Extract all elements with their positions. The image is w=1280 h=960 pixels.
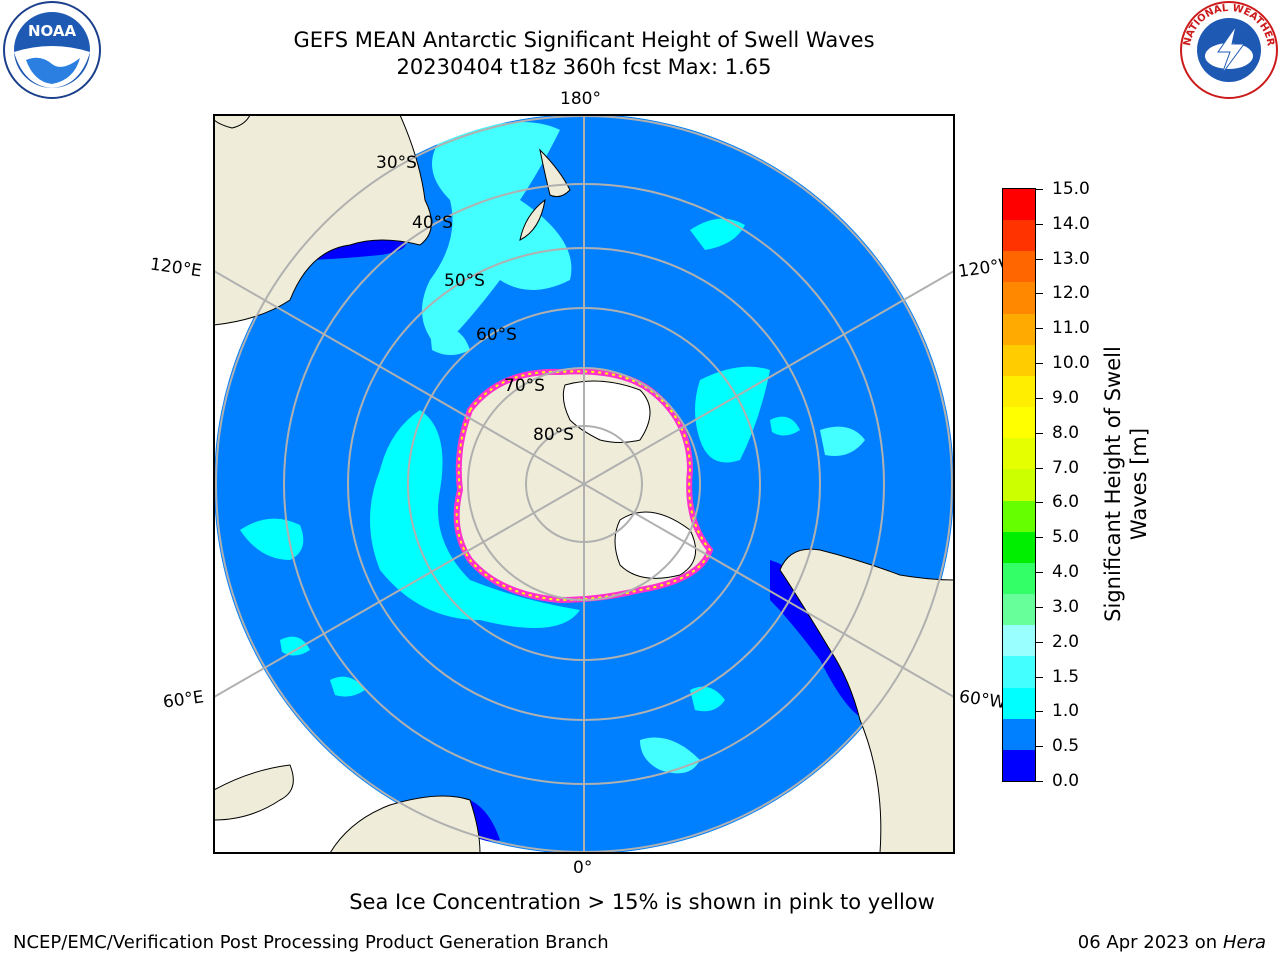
swell-patch — [695, 366, 770, 463]
colorbar-segment — [1003, 687, 1035, 720]
colorbar-tick-label: 2.0 — [1052, 631, 1080, 652]
swell-patch — [690, 686, 725, 712]
swell-patch — [430, 327, 470, 355]
colorbar-tick — [1036, 363, 1043, 365]
colorbar-segment — [1003, 749, 1035, 782]
sea-ice-edge — [453, 368, 714, 604]
colorbar-segment — [1003, 251, 1035, 283]
colorbar-tick-label: 8.0 — [1052, 422, 1080, 443]
land-south-america — [779, 548, 954, 853]
colorbar-segment — [1003, 500, 1035, 533]
swell-patch — [770, 416, 800, 436]
colorbar-tick-label: 15.0 — [1052, 179, 1090, 199]
nws-logo: NATIONAL WEATHER SERVICE — [1178, 0, 1278, 99]
colorbar-segment — [1003, 438, 1035, 470]
colorbar-tick-label: 3.0 — [1052, 596, 1080, 617]
colorbar-segment — [1003, 282, 1035, 315]
colorbar-segment — [1003, 531, 1035, 564]
colorbar-tick — [1036, 537, 1043, 539]
swell-patch — [820, 426, 865, 456]
land-new-zealand — [519, 148, 571, 241]
colorbar-tick — [1036, 676, 1043, 678]
colorbar-tick — [1036, 258, 1043, 260]
colorbar-tick — [1036, 432, 1043, 434]
colorbar-tick — [1036, 293, 1043, 295]
map-frame — [213, 114, 955, 854]
colorbar-tick-label: 6.0 — [1052, 492, 1080, 513]
colorbar-tick-label: 1.0 — [1052, 701, 1080, 722]
footer-credit: NCEP/EMC/Verification Post Processing Pr… — [13, 932, 609, 953]
swell-patch — [422, 122, 572, 350]
colorbar-tick-label: 7.0 — [1052, 457, 1080, 478]
colorbar-segment — [1003, 220, 1035, 252]
colorbar-tick — [1036, 397, 1043, 399]
lat-label-70s: 70°S — [504, 376, 545, 396]
colorbar-tick — [1036, 606, 1043, 608]
colorbar-segment — [1003, 718, 1035, 751]
colorbar-tick-label: 1.5 — [1052, 666, 1080, 687]
colorbar-tick — [1036, 711, 1043, 713]
colorbar — [1002, 188, 1036, 782]
chart-title: GEFS MEAN Antarctic Significant Height o… — [293, 28, 875, 52]
colorbar-tick-label: 9.0 — [1052, 387, 1080, 408]
lat-label-80s: 80°S — [533, 425, 574, 445]
land-tasmania-corner — [214, 115, 251, 129]
colorbar-tick-label: 0.0 — [1052, 771, 1080, 791]
meridian-120e-60w — [214, 270, 954, 698]
colorbar-tick-label: 0.5 — [1052, 736, 1080, 757]
colorbar-tick — [1036, 781, 1043, 782]
colorbar-tick-label: 14.0 — [1052, 213, 1090, 234]
colorbar-tick-label: 11.0 — [1052, 318, 1090, 339]
noaa-logo-text: NOAA — [28, 22, 77, 40]
low-swell-patch — [770, 560, 870, 720]
colorbar-segment — [1003, 375, 1035, 408]
land-africa — [329, 795, 481, 853]
colorbar-segment — [1003, 344, 1035, 377]
colorbar-tick — [1036, 641, 1043, 643]
colorbar-segment — [1003, 656, 1035, 689]
lat-label-40s: 40°S — [412, 213, 453, 233]
colorbar-tick-label: 4.0 — [1052, 562, 1080, 583]
swell-patch — [330, 676, 365, 697]
swell-patch — [280, 636, 310, 656]
colorbar-tick-label: 12.0 — [1052, 283, 1090, 304]
lat-label-60s: 60°S — [476, 325, 517, 345]
lat-label-30s: 30°S — [376, 153, 417, 173]
colorbar-segment — [1003, 594, 1035, 626]
colorbar-title: Significant Height of Swell Waves [m] — [1101, 346, 1151, 622]
swell-patch — [370, 410, 580, 628]
colorbar-segment — [1003, 562, 1035, 595]
colorbar-segment — [1003, 469, 1035, 502]
colorbar-tick — [1036, 572, 1043, 574]
colorbar-tick — [1036, 328, 1043, 330]
footer-date: 06 Apr 2023 on Hera — [1078, 932, 1266, 953]
footer-date-text: 06 Apr 2023 on — [1077, 932, 1223, 953]
colorbar-tick — [1036, 746, 1043, 748]
colorbar-tick-label: 13.0 — [1052, 248, 1090, 269]
sea-ice-note: Sea Ice Concentration > 15% is shown in … — [349, 890, 935, 914]
colorbar-tick-label: 10.0 — [1052, 353, 1090, 374]
lat-label-50s: 50°S — [444, 271, 485, 291]
colorbar-segment — [1003, 313, 1035, 346]
footer-host: Hera — [1222, 932, 1266, 953]
swell-patch — [690, 218, 745, 250]
ice-shelf-ross — [562, 380, 651, 443]
ice-shelf-weddell — [614, 511, 697, 579]
colorbar-tick — [1036, 223, 1043, 225]
colorbar-tick — [1036, 467, 1043, 469]
meridian-label-180: 180° — [560, 89, 601, 109]
colorbar-segment — [1003, 189, 1035, 221]
noaa-logo: NOAA — [3, 1, 101, 99]
colorbar-segment — [1003, 625, 1035, 657]
colorbar-tick — [1036, 502, 1043, 504]
swell-patch — [640, 737, 700, 774]
colorbar-tick-label: 5.0 — [1052, 527, 1080, 548]
colorbar-tick — [1036, 189, 1043, 190]
chart-subtitle: 20230404 t18z 360h fcst Max: 1.65 — [396, 55, 772, 79]
meridian-label-0: 0° — [573, 858, 593, 878]
colorbar-segment — [1003, 407, 1035, 439]
land-madagascar — [214, 764, 294, 821]
